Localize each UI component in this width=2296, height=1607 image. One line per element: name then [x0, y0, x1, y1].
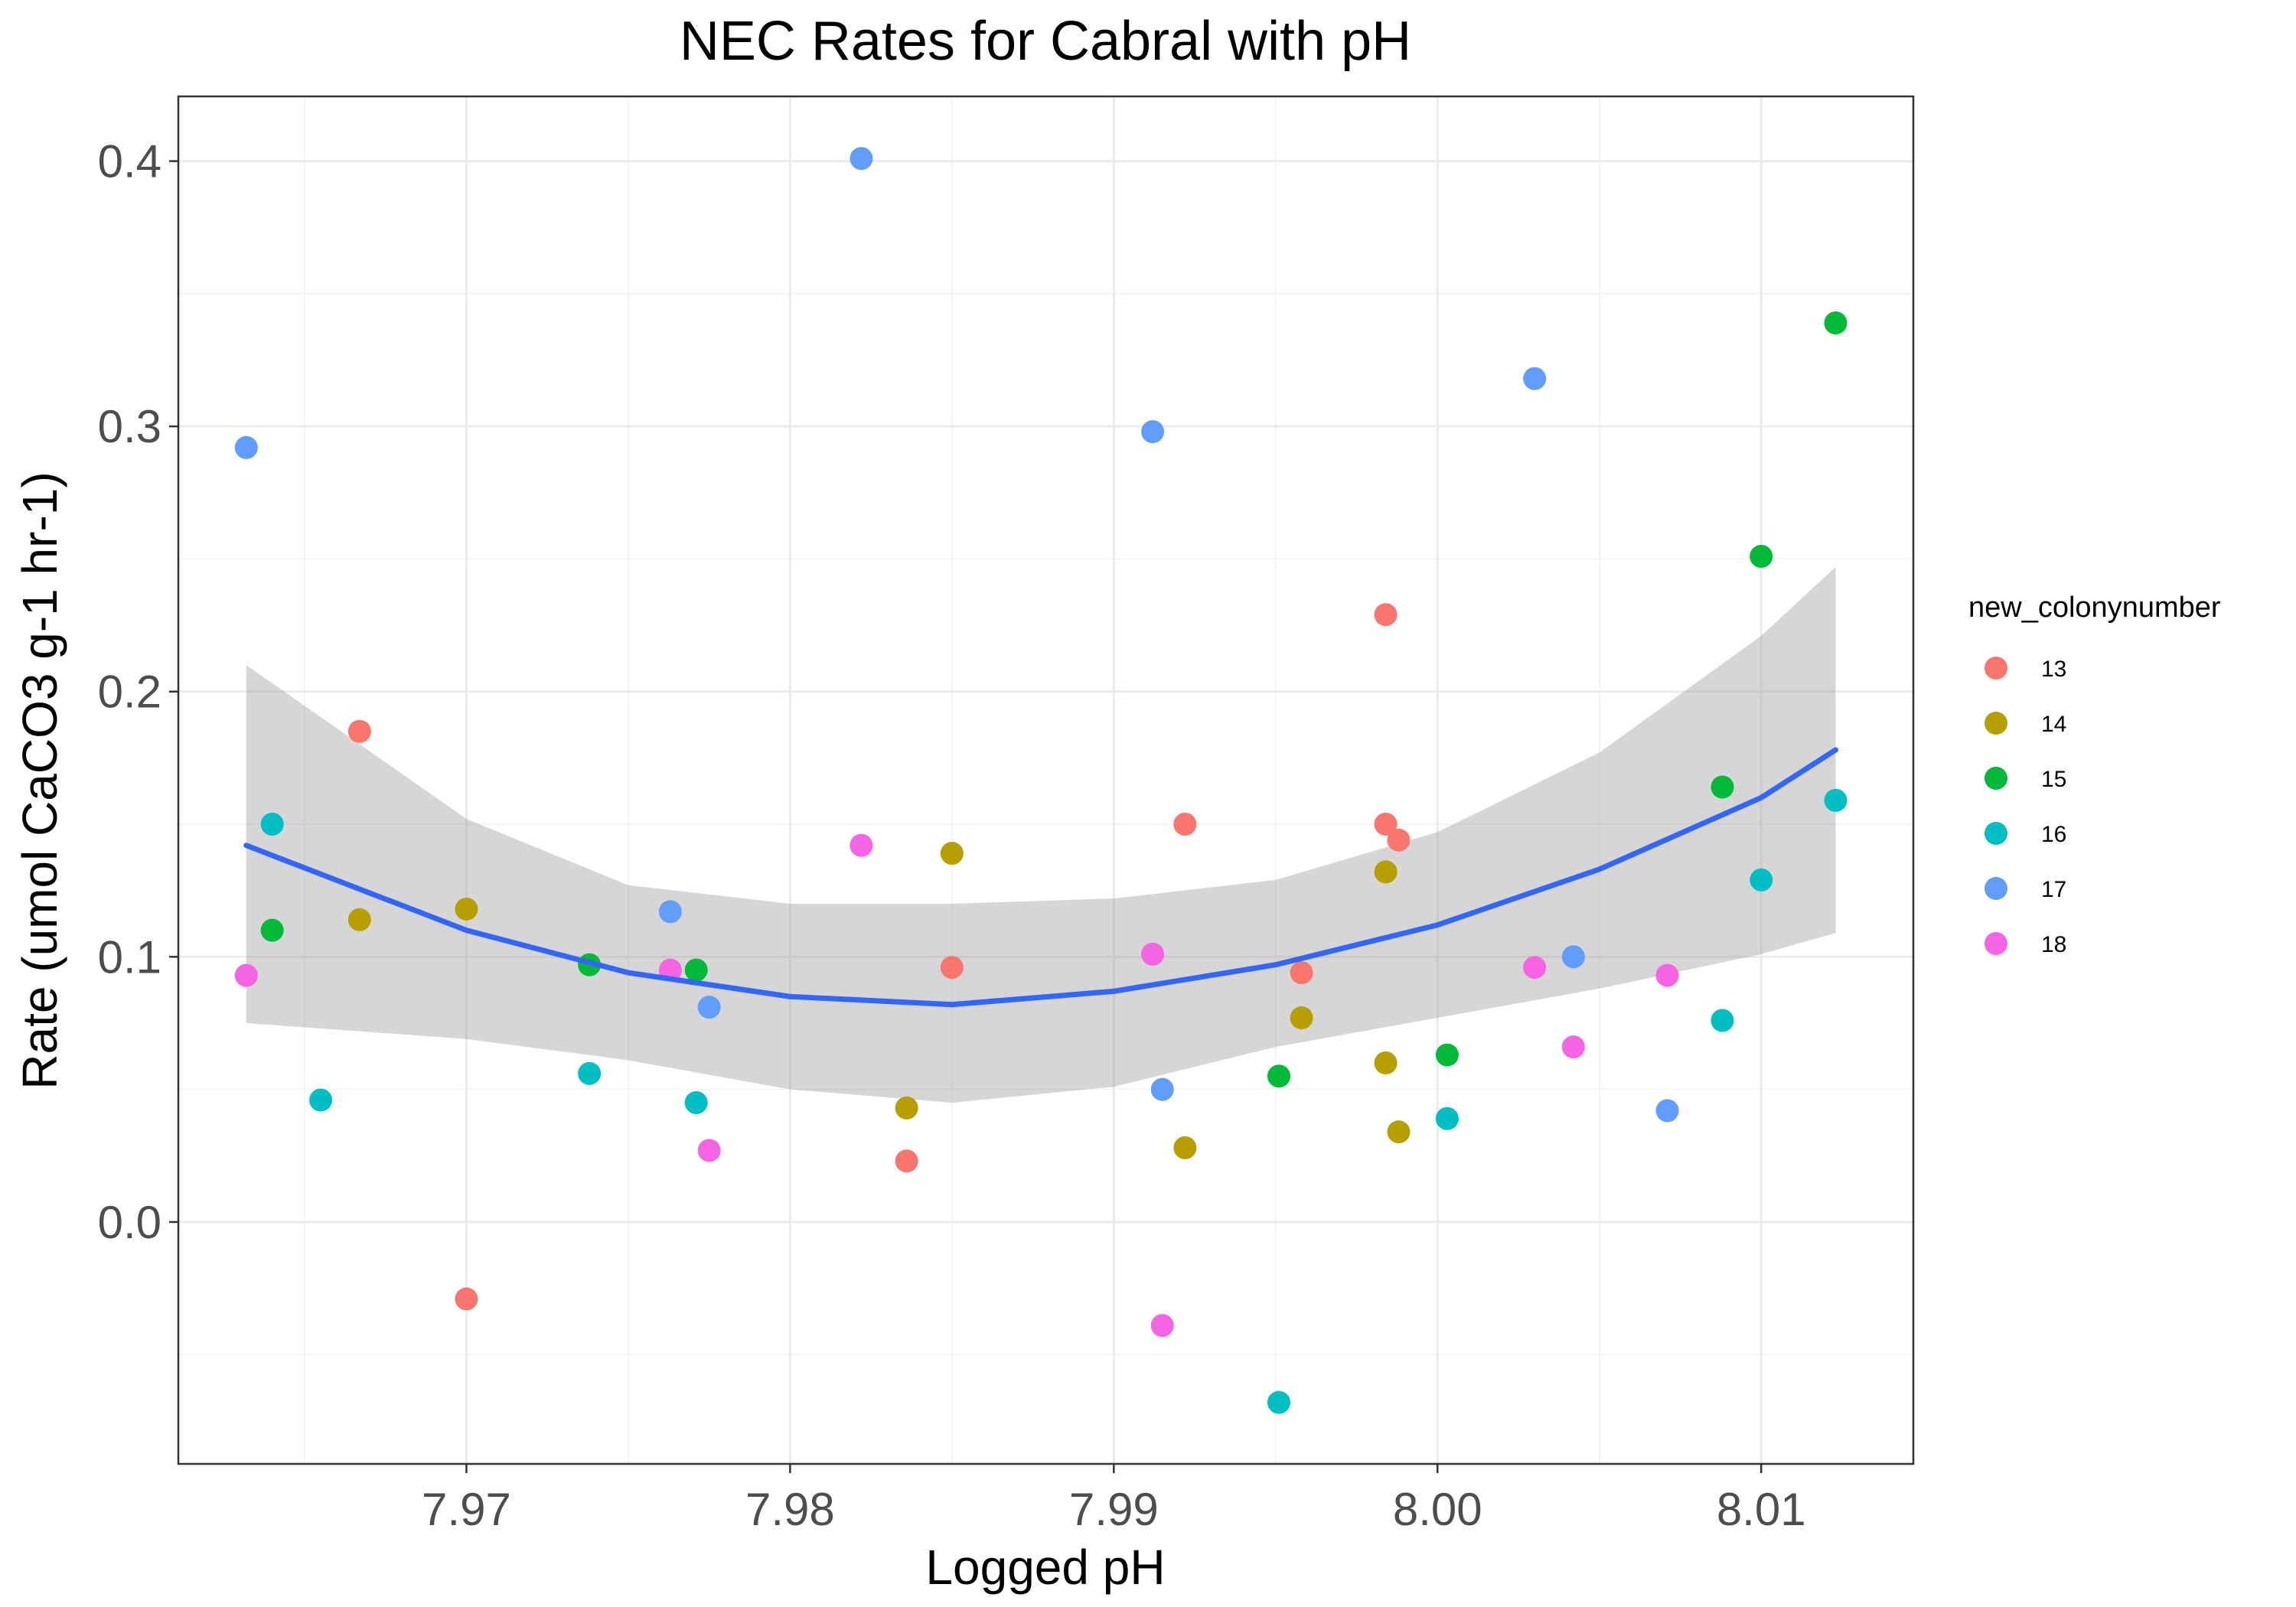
y-axis-title: Rate (umol CaCO3 g-1 hr-1) [12, 471, 67, 1089]
point-colony-14-3 [940, 842, 964, 865]
point-colony-14-0 [347, 908, 371, 931]
point-colony-17-6 [1523, 367, 1547, 390]
trend-line-layer [243, 747, 1838, 1008]
point-colony-14-5 [1290, 1006, 1313, 1030]
legend: new_colonynumber 13 14 15 16 17 18 [1968, 592, 2221, 957]
point-colony-17-0 [234, 435, 258, 459]
point-colony-14-4 [1173, 1136, 1197, 1159]
x-tick-label-0: 7.97 [422, 1484, 511, 1535]
legend-label-18: 18 [2041, 932, 2066, 957]
point-colony-13-6 [1374, 603, 1397, 627]
point-colony-16-8 [1824, 788, 1848, 812]
point-colony-14-2 [895, 1096, 918, 1120]
y-tick-label-3: 0.3 [98, 401, 161, 452]
y-tick-label-1: 0.1 [98, 931, 161, 983]
point-colony-17-2 [697, 996, 721, 1019]
point-colony-13-7 [1374, 813, 1397, 836]
point-colony-13-8 [1387, 828, 1411, 852]
chart-title: NEC Rates for Cabral with pH [680, 11, 1411, 72]
x-axis-title: Logged pH [925, 1540, 1165, 1595]
point-colony-15-7 [1824, 311, 1848, 334]
legend-key-13 [1985, 657, 2007, 680]
x-tick-label-3: 8.00 [1393, 1484, 1482, 1535]
point-colony-18-5 [1150, 1314, 1174, 1338]
point-colony-16-3 [684, 1090, 708, 1114]
gridlines [178, 96, 1913, 1464]
point-colony-16-0 [260, 813, 284, 836]
point-colony-16-1 [309, 1088, 333, 1112]
legend-label-14: 14 [2041, 712, 2066, 737]
confidence-band [246, 566, 1836, 1103]
axes: 7.97 7.98 7.99 8.00 8.01 0.0 0.1 0.2 0.3 0.4 [98, 136, 1806, 1535]
y-tick-label-4: 0.4 [98, 136, 161, 187]
point-colony-14-6 [1374, 860, 1397, 884]
point-colony-15-5 [1711, 775, 1734, 799]
confidence-band-layer [246, 566, 1836, 1103]
point-colony-16-6 [1711, 1009, 1734, 1032]
data-points [234, 147, 1848, 1414]
y-tick-label-0: 0.0 [98, 1197, 161, 1248]
point-colony-16-5 [1435, 1107, 1459, 1130]
y-tick-label-2: 0.2 [98, 667, 161, 718]
point-colony-17-3 [850, 147, 873, 171]
point-colony-13-0 [347, 719, 371, 743]
point-colony-13-4 [1173, 813, 1197, 836]
point-colony-18-0 [234, 963, 258, 987]
point-colony-16-7 [1750, 868, 1773, 892]
point-colony-14-8 [1387, 1120, 1411, 1144]
panel-border [177, 95, 1915, 1465]
point-colony-14-1 [455, 897, 478, 921]
legend-key-18 [1985, 932, 2007, 955]
point-colony-17-4 [1141, 420, 1165, 444]
legend-key-15 [1985, 767, 2007, 790]
point-colony-18-7 [1561, 1035, 1585, 1059]
point-colony-17-5 [1150, 1077, 1174, 1101]
legend-label-16: 16 [2041, 822, 2066, 847]
legend-key-14 [1985, 712, 2007, 735]
trend-line [243, 747, 1838, 1008]
point-colony-18-3 [850, 833, 873, 857]
x-tick-label-1: 7.98 [745, 1484, 835, 1535]
point-colony-18-4 [1141, 942, 1165, 966]
point-colony-14-7 [1374, 1051, 1397, 1074]
point-colony-15-2 [684, 958, 708, 982]
x-tick-label-4: 8.01 [1717, 1484, 1806, 1535]
point-colony-15-0 [260, 918, 284, 942]
point-colony-13-2 [895, 1149, 918, 1173]
legend-title: new_colonynumber [1968, 592, 2221, 624]
point-colony-13-5 [1290, 961, 1313, 985]
legend-key-17 [1985, 877, 2007, 900]
point-colony-18-6 [1523, 956, 1547, 980]
x-tick-label-2: 7.99 [1069, 1484, 1159, 1535]
point-colony-16-2 [578, 1061, 602, 1085]
legend-label-13: 13 [2041, 657, 2066, 682]
point-colony-13-1 [455, 1287, 478, 1311]
legend-label-17: 17 [2041, 877, 2066, 902]
point-colony-18-8 [1655, 963, 1679, 987]
legend-key-16 [1985, 822, 2007, 845]
point-colony-15-3 [1267, 1064, 1291, 1088]
point-colony-17-1 [658, 900, 682, 924]
point-colony-17-8 [1655, 1099, 1679, 1123]
legend-label-15: 15 [2041, 767, 2066, 792]
point-colony-15-6 [1750, 544, 1773, 568]
point-colony-15-4 [1435, 1043, 1459, 1067]
point-colony-18-2 [697, 1139, 721, 1162]
point-colony-13-3 [940, 956, 964, 980]
point-colony-16-4 [1267, 1390, 1291, 1414]
point-colony-17-7 [1561, 945, 1585, 969]
